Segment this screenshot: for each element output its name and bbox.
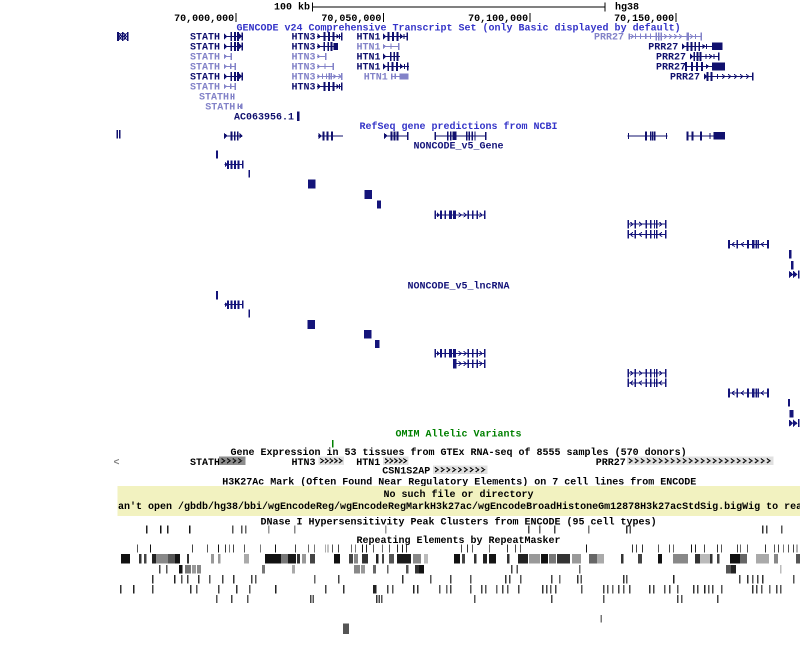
svg-text:STATH: STATH xyxy=(190,43,220,54)
svg-text:an't open /gbdb/hg38/bbi/wgEnc: an't open /gbdb/hg38/bbi/wgEncodeReg/wgE… xyxy=(118,501,800,513)
svg-text:HTN1: HTN1 xyxy=(356,458,380,469)
svg-text:HTN3: HTN3 xyxy=(292,73,316,84)
svg-text:OMIM Allelic Variants: OMIM Allelic Variants xyxy=(396,428,522,440)
svg-text:H3K27Ac Mark (Often Found Near: H3K27Ac Mark (Often Found Near Regulator… xyxy=(222,476,696,488)
svg-text:NONCODE_v5_lncRNA: NONCODE_v5_lncRNA xyxy=(408,280,510,292)
svg-text:AC063956.1: AC063956.1 xyxy=(234,113,294,124)
svg-text:<: < xyxy=(114,458,120,469)
svg-text:STATH: STATH xyxy=(190,33,220,44)
svg-text:100 kb: 100 kb xyxy=(274,1,310,13)
svg-text:CSN1S2AP: CSN1S2AP xyxy=(382,466,430,477)
svg-text:70,050,000: 70,050,000 xyxy=(321,14,381,25)
svg-text:GENCODE v24 Comprehensive Tran: GENCODE v24 Comprehensive Transcript Set… xyxy=(237,22,681,34)
svg-text:HTN3: HTN3 xyxy=(292,43,316,54)
svg-text:PRR27: PRR27 xyxy=(656,53,686,64)
svg-text:HTN3: HTN3 xyxy=(292,458,316,469)
svg-text:Gene Expression in 53 tissues: Gene Expression in 53 tissues from GTEx … xyxy=(231,447,687,459)
svg-text:STATH: STATH xyxy=(190,53,220,64)
svg-text:HTN1: HTN1 xyxy=(357,53,381,64)
svg-text:No such file or directory: No such file or directory xyxy=(384,489,534,501)
svg-text:HTN3: HTN3 xyxy=(292,63,316,74)
svg-text:STATH: STATH xyxy=(190,458,220,469)
svg-text:HTN3: HTN3 xyxy=(292,83,316,94)
svg-text:RefSeq gene predictions from N: RefSeq gene predictions from NCBI xyxy=(360,121,558,133)
svg-text:PRR27: PRR27 xyxy=(648,43,678,54)
svg-text:70,100,000: 70,100,000 xyxy=(468,14,528,25)
svg-text:STATH: STATH xyxy=(190,63,220,74)
svg-text:HTN3: HTN3 xyxy=(292,53,316,64)
svg-text:HTN1: HTN1 xyxy=(357,33,381,44)
svg-text:PRR27: PRR27 xyxy=(594,33,624,44)
svg-text:PRR27: PRR27 xyxy=(656,63,686,74)
svg-text:70,150,000: 70,150,000 xyxy=(614,14,674,25)
svg-text:hg38: hg38 xyxy=(615,1,639,13)
svg-text:DNase I Hypersensitivity Peak: DNase I Hypersensitivity Peak Clusters f… xyxy=(261,517,657,529)
svg-text:Repeating Elements by RepeatMa: Repeating Elements by RepeatMasker xyxy=(357,535,561,547)
svg-text:PRR27: PRR27 xyxy=(596,458,626,469)
svg-text:HTN1: HTN1 xyxy=(357,43,381,54)
svg-text:HTN1: HTN1 xyxy=(357,63,381,74)
svg-text:70,000,000: 70,000,000 xyxy=(174,14,234,25)
svg-text:STATH: STATH xyxy=(199,93,229,104)
svg-text:PRR27: PRR27 xyxy=(670,73,700,84)
svg-text:STATH: STATH xyxy=(190,73,220,84)
svg-text:HTN3: HTN3 xyxy=(292,33,316,44)
svg-text:HTN1: HTN1 xyxy=(364,73,388,84)
svg-text:STATH: STATH xyxy=(190,83,220,94)
svg-text:STATH: STATH xyxy=(205,103,235,114)
svg-text:NONCODE_v5_Gene: NONCODE_v5_Gene xyxy=(414,141,504,152)
